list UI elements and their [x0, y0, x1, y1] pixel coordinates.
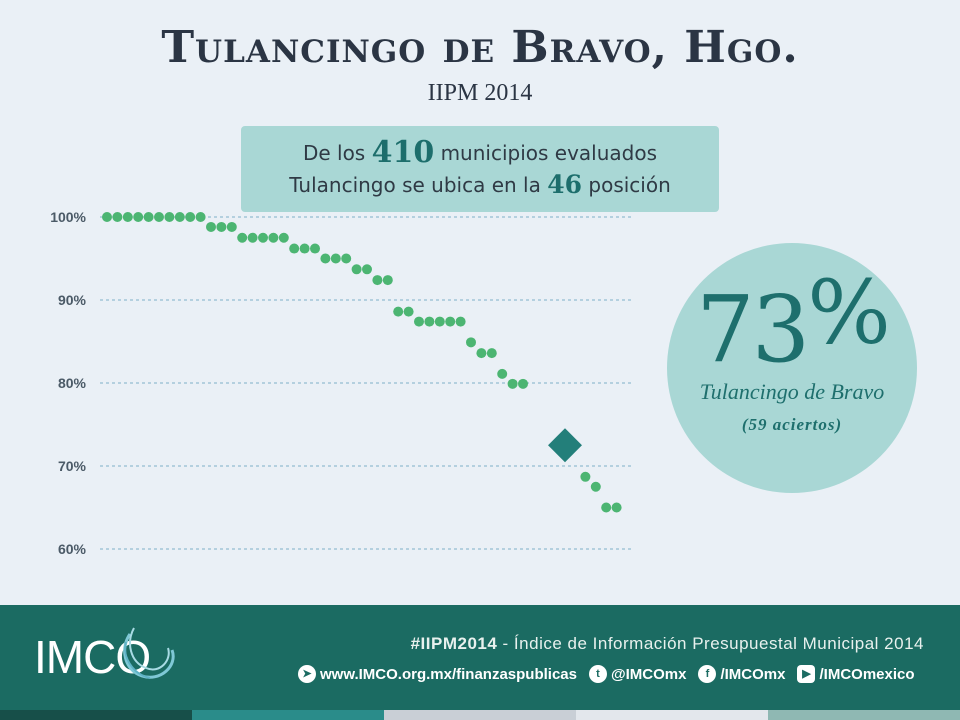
data-point: [164, 212, 175, 222]
callout-line-2: Tulancingo se ubica en la 46 posición: [241, 169, 719, 201]
data-point: [112, 212, 123, 222]
data-point: [580, 471, 591, 482]
website-link[interactable]: www.IMCO.org.mx/finanzaspublicas: [320, 665, 577, 683]
municipality-name: Tulancingo de Bravo: [699, 379, 885, 404]
data-point: [216, 221, 227, 232]
footer-tagline: #IIPM2014 - Índice de Información Presup…: [411, 634, 924, 654]
data-point: [278, 232, 289, 243]
callout-text: municipios evaluados: [434, 141, 658, 165]
rank-position: 46: [547, 170, 583, 199]
page-title: Tulancingo de Bravo, Hgo.: [161, 22, 799, 73]
score-bubble: 73% Tulancingo de Bravo (59 aciertos): [667, 243, 917, 493]
data-point: [143, 212, 154, 222]
data-point: [237, 232, 248, 243]
data-point: [507, 378, 518, 389]
facebook-link[interactable]: /IMCOmx: [720, 665, 786, 683]
data-point: [195, 212, 206, 222]
page-subtitle: IIPM 2014: [427, 80, 533, 106]
data-point: [247, 232, 258, 243]
logo-swirl-icon: [123, 627, 175, 679]
score-value: 73%: [667, 261, 917, 383]
data-point: [226, 221, 237, 232]
youtube-link[interactable]: /IMCOmexico: [819, 665, 915, 683]
data-point: [590, 481, 601, 492]
facebook-icon: f: [698, 665, 717, 683]
data-point: [133, 212, 144, 222]
footer-stripes: [0, 710, 960, 720]
data-point: [445, 316, 456, 327]
data-point: [185, 212, 196, 222]
y-tick-label: 60%: [58, 541, 87, 557]
highlight-point: [548, 428, 582, 463]
data-point: [601, 502, 612, 513]
data-point: [289, 243, 300, 254]
data-point: [372, 275, 383, 286]
data-point: [341, 253, 352, 264]
data-point: [518, 378, 528, 389]
data-point: [434, 316, 445, 327]
data-point: [320, 253, 331, 264]
data-point: [268, 232, 279, 243]
ranking-callout: De los 410 municipios evaluados Tulancin…: [241, 126, 719, 212]
tagline-text: - Índice de Información Presupuestal Mun…: [497, 634, 924, 653]
data-point: [414, 316, 424, 327]
ranking-chart: 100% 90% 80% 70% 60%: [50, 209, 632, 557]
score-number: 73: [696, 276, 810, 383]
send-icon: ➤: [298, 665, 316, 683]
imco-logo: IMCO: [34, 631, 151, 683]
y-tick-label: 80%: [58, 375, 87, 391]
data-point: [382, 275, 393, 286]
footer-bar: [0, 605, 960, 710]
data-point: [310, 243, 320, 254]
data-point: [611, 502, 622, 513]
youtube-icon: ▶: [797, 665, 816, 683]
y-tick-label: 70%: [58, 458, 87, 474]
correct-answers: (59 aciertos): [741, 415, 843, 434]
data-point: [154, 212, 164, 222]
hashtag: #IIPM2014: [410, 634, 498, 653]
callout-line-1: De los 410 municipios evaluados: [241, 137, 719, 169]
data-point: [455, 316, 466, 327]
data-point: [174, 212, 185, 222]
twitter-icon: t: [589, 665, 607, 683]
data-point: [362, 264, 372, 275]
data-point: [206, 221, 216, 232]
data-point: [497, 368, 508, 379]
data-point: [424, 316, 435, 327]
data-point: [466, 337, 476, 348]
y-tick-label: 90%: [58, 292, 87, 308]
data-point: [403, 306, 414, 317]
data-point: [258, 232, 268, 243]
twitter-link[interactable]: @IMCOmx: [611, 665, 687, 683]
data-point: [102, 212, 112, 222]
footer-links: ➤ www.IMCO.org.mx/finanzaspublicas t @IM…: [298, 665, 938, 683]
data-point: [393, 306, 404, 317]
callout-text: De los: [302, 141, 372, 165]
data-point: [122, 212, 133, 222]
data-point: [486, 348, 497, 359]
callout-text: posición: [582, 173, 671, 197]
total-municipalities: 410: [371, 135, 435, 170]
callout-text: Tulancingo se ubica en la: [289, 173, 548, 197]
data-point: [299, 243, 310, 254]
data-point: [330, 253, 341, 264]
y-tick-label: 100%: [50, 209, 86, 225]
data-point: [351, 264, 362, 275]
data-point: [476, 348, 487, 359]
score-unit: %: [807, 261, 891, 364]
